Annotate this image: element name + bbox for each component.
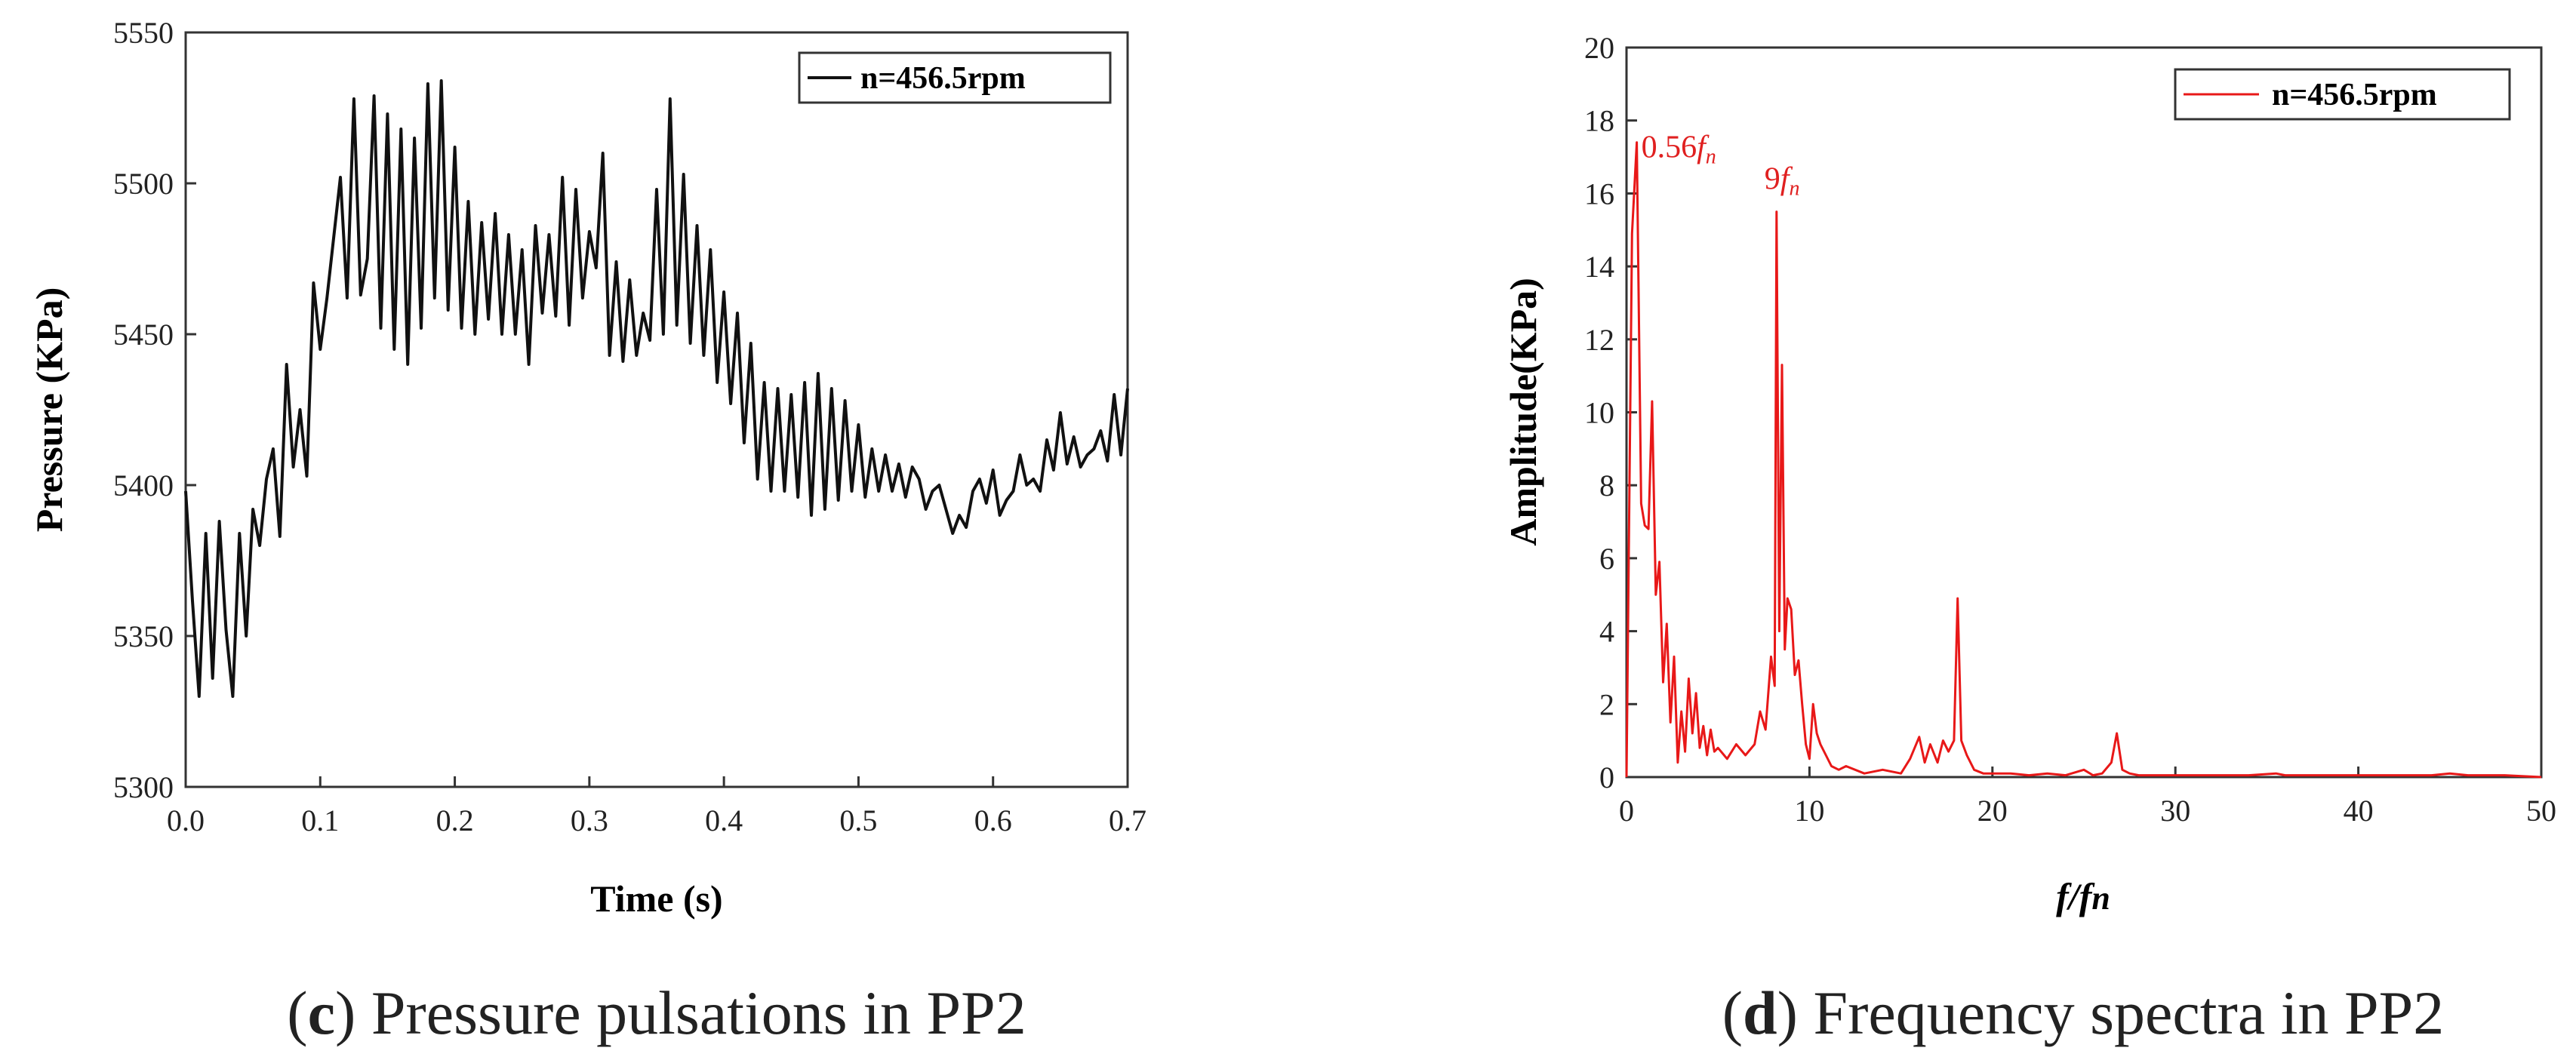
x-tick-label: 0.7 [1109,803,1146,837]
caption-text-c: Pressure pulsations in PP2 [355,979,1026,1047]
y-axis-title-d: Amplitude(KPa) [1502,278,1544,546]
caption-c: (c) Pressure pulsations in PP2 [287,979,1026,1047]
y-tick-label: 4 [1599,615,1614,649]
x-tick-label: 20 [1977,794,2008,828]
plot-frame-c [184,31,1129,788]
x-tick-label: 0.4 [705,803,743,837]
y-tick-label: 18 [1584,104,1614,138]
y-axis-title-c: Pressure (KPa) [28,287,70,532]
peak-annotation-blade-pass: 9fn [1765,162,1800,201]
y-tick-label: 20 [1584,31,1614,65]
y-tick-label: 5500 [113,167,174,201]
pressure-series-line [184,79,1129,698]
x-axis-title-d: f/fn [2056,875,2110,917]
x-tick-label: 0.2 [436,803,474,837]
y-ticks-d: 0 2 4 6 8 10 12 14 16 18 20 [1584,31,1637,794]
y-tick-label: 14 [1584,250,1614,284]
y-tick-label: 8 [1599,469,1614,502]
peak-annotation-fundamental: 0.56fn [1642,131,1716,169]
plot-frame-d [1625,46,2543,779]
x-axis-title-d-sep: / [2066,875,2082,917]
y-tick-label: 6 [1599,542,1614,576]
legend-c: n=456.5rpm [798,51,1112,104]
y-ticks-c: 5300 5350 5400 5450 5500 5550 [113,16,196,804]
x-tick-label: 0.0 [167,803,205,837]
x-tick-label: 0.3 [571,803,608,837]
x-tick-label: 0.5 [839,803,877,837]
x-axis-title-d-fn: f [2079,875,2095,917]
x-tick-label: 50 [2526,794,2556,828]
x-tick-label: 40 [2344,794,2374,828]
y-tick-label: 5300 [113,770,174,804]
pressure-pulsation-chart: 5300 5350 5400 5450 5500 5550 0.0 0.1 0.2 0.3 0.4… [28,16,1146,1047]
y-tick-label: 5400 [113,469,174,502]
peak-annotation-fundamental-coef: 0.56 [1642,131,1697,165]
frequency-spectrum-chart: 0 2 4 6 8 10 12 14 16 18 20 0 10 20 30 40 50 n=456.5rpm… [1502,31,2556,1047]
caption-letter-d: d [1743,979,1777,1047]
peak-annotation-blade-pass-coef: 9 [1765,162,1780,197]
y-tick-label: 5350 [113,619,174,653]
x-tick-label: 30 [2160,794,2190,828]
x-ticks-c: 0.0 0.1 0.2 0.3 0.4 0.5 0.6 0.7 [167,776,1146,837]
peak-annotation-blade-pass-sub: n [1789,177,1799,201]
caption-d: (d) Frequency spectra in PP2 [1722,979,2445,1047]
y-tick-label: 16 [1584,177,1614,210]
x-tick-label: 0.6 [974,803,1012,837]
x-tick-label: 10 [1794,794,1824,828]
y-tick-label: 5450 [113,318,174,352]
legend-d: n=456.5rpm [2174,68,2511,121]
y-tick-label: 10 [1584,396,1614,430]
y-tick-label: 0 [1599,760,1614,794]
peak-annotation-fundamental-sub: n [1706,146,1716,169]
x-ticks-d: 0 10 20 30 40 50 [1619,767,2556,828]
y-tick-label: 12 [1584,323,1614,357]
x-tick-label: 0.1 [301,803,339,837]
amplitude-series-line [1625,141,2542,779]
y-tick-label: 5550 [113,16,174,50]
caption-text-d: Frequency spectra in PP2 [1798,979,2444,1047]
x-axis-title-c: Time (s) [590,877,722,920]
caption-letter-c: c [308,979,335,1047]
x-tick-label: 0 [1619,794,1634,828]
x-axis-title-d-f: f [2056,875,2072,917]
legend-label-c: n=456.5rpm [860,61,1026,96]
x-axis-title-d-sub: n [2091,880,2110,917]
legend-label-d: n=456.5rpm [2272,78,2437,112]
y-tick-label: 2 [1599,687,1614,721]
